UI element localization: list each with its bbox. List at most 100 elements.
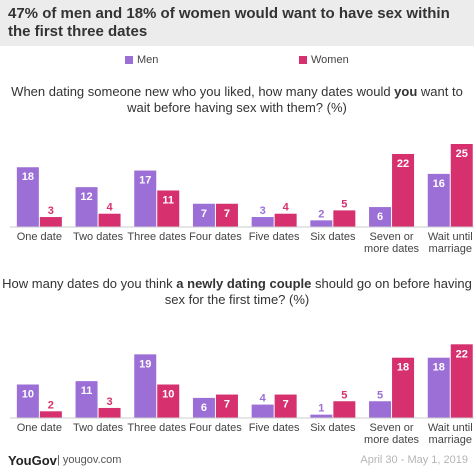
question-1: When dating someone new who you liked, h… <box>0 84 474 116</box>
legend-item-men: Men <box>125 54 158 66</box>
value-label-women-6: 5 <box>341 389 347 401</box>
bar-women-3 <box>157 384 180 418</box>
category-label-2: Two dates <box>73 422 124 434</box>
value-label-men-4: 6 <box>201 402 207 414</box>
value-label-men-7: 5 <box>377 389 383 401</box>
value-label-women-6: 5 <box>341 198 347 210</box>
value-label-women-8: 25 <box>456 148 468 160</box>
value-label-men-8: 18 <box>433 362 445 374</box>
chart-1: 18 3 One date 12 4 Two dates 17 11 Three dates 7 7… <box>10 144 474 255</box>
bar-women-6 <box>333 401 356 418</box>
category-label-8: Wait until marriage <box>428 231 473 255</box>
bar-men-5 <box>251 217 274 227</box>
bar-men-3 <box>134 354 157 418</box>
category-label-8: Wait until marriage <box>428 422 473 446</box>
chart-header: 47% of men and 18% of women would want t… <box>0 0 474 46</box>
legend-swatch-men <box>125 56 133 64</box>
value-label-women-4: 7 <box>224 208 230 220</box>
category-label-6: Six dates <box>310 231 356 243</box>
value-label-men-6: 2 <box>318 208 324 220</box>
bar-men-7 <box>369 207 392 227</box>
bar-men-1 <box>16 384 39 418</box>
legend: Men Women <box>0 54 474 68</box>
value-label-women-5: 7 <box>283 399 289 411</box>
value-label-women-2: 3 <box>106 396 112 408</box>
bar-women-2 <box>98 407 121 418</box>
value-label-women-8: 22 <box>456 348 468 360</box>
bar-men-4 <box>192 203 215 227</box>
category-label-3: Three dates <box>127 231 186 243</box>
bar-men-6 <box>310 220 333 227</box>
category-label-4: Four dates <box>189 422 242 434</box>
value-label-men-3: 19 <box>139 358 151 370</box>
question-1-pre: When dating someone new who you liked, h… <box>11 84 395 99</box>
category-label-2: Two dates <box>73 231 124 243</box>
legend-label-women: Women <box>311 54 349 66</box>
bar-men-8 <box>427 357 450 418</box>
value-label-men-7: 6 <box>377 211 383 223</box>
value-label-women-7: 18 <box>397 362 409 374</box>
survey-date: April 30 - May 1, 2019 <box>360 454 468 466</box>
bar-women-7 <box>392 357 415 418</box>
bar-men-1 <box>16 167 39 227</box>
site-link: | yougov.com <box>57 454 122 466</box>
bar-men-2 <box>75 381 98 418</box>
bar-women-8 <box>450 144 473 227</box>
bar-women-1 <box>39 217 62 227</box>
bar-women-4 <box>215 394 238 418</box>
category-label-7: Seven or more dates <box>364 422 420 446</box>
category-label-1: One date <box>17 422 62 434</box>
question-2-pre: How many dates do you think <box>2 276 177 291</box>
value-label-women-7: 22 <box>397 158 409 170</box>
category-label-6: Six dates <box>310 422 356 434</box>
legend-swatch-women <box>299 56 307 64</box>
bar-men-8 <box>427 173 450 227</box>
value-label-men-1: 10 <box>22 389 34 401</box>
value-label-women-5: 4 <box>283 202 290 214</box>
value-label-women-3: 10 <box>162 389 174 401</box>
bar-women-6 <box>333 210 356 227</box>
category-label-1: One date <box>17 231 62 243</box>
question-2-bold: a newly dating couple <box>176 276 312 291</box>
chart-title: 47% of men and 18% of women would want t… <box>8 5 450 40</box>
chart-2: 10 2 One date 11 3 Two dates 19 10 Three dates 6 7… <box>10 344 474 446</box>
question-1-post: want to wait before having sex with them… <box>127 84 463 115</box>
bar-men-3 <box>134 170 157 227</box>
legend-label-men: Men <box>137 54 159 66</box>
bar-women-3 <box>157 190 180 227</box>
bar-women-5 <box>274 213 297 227</box>
value-label-men-1: 18 <box>22 171 34 183</box>
value-label-men-4: 7 <box>201 208 207 220</box>
category-label-7: Seven or more dates <box>364 231 420 255</box>
bar-women-7 <box>392 153 415 227</box>
value-label-women-4: 7 <box>224 399 230 411</box>
question-2-post: should go on before having sex for the f… <box>164 276 472 307</box>
category-label-4: Four dates <box>189 231 242 243</box>
value-label-men-2: 11 <box>81 385 93 397</box>
value-label-men-6: 1 <box>318 403 324 415</box>
question-1-bold: you <box>394 84 418 99</box>
category-label-3: Three dates <box>127 422 186 434</box>
bar-men-6 <box>310 414 333 418</box>
yougov-logo: YouGov <box>8 453 57 468</box>
bar-men-4 <box>192 397 215 418</box>
bar-men-7 <box>369 401 392 418</box>
value-label-men-3: 17 <box>139 175 151 187</box>
bar-women-1 <box>39 411 62 418</box>
question-2: How many dates do you think a newly dati… <box>0 276 474 308</box>
bar-women-4 <box>215 203 238 227</box>
value-label-men-5: 3 <box>260 205 266 217</box>
value-label-men-2: 12 <box>80 191 92 203</box>
bar-women-2 <box>98 213 121 227</box>
legend-item-women: Women <box>299 54 349 66</box>
value-label-women-2: 4 <box>106 202 113 214</box>
bar-men-5 <box>251 404 274 418</box>
footer: YouGov | yougov.com April 30 - May 1, 20… <box>0 450 474 474</box>
category-label-5: Five dates <box>249 231 300 243</box>
bar-women-5 <box>274 394 297 418</box>
bar-women-8 <box>450 344 473 418</box>
value-label-women-1: 3 <box>48 205 54 217</box>
value-label-women-3: 11 <box>162 194 174 206</box>
category-label-5: Five dates <box>249 422 300 434</box>
value-label-women-1: 2 <box>48 399 54 411</box>
